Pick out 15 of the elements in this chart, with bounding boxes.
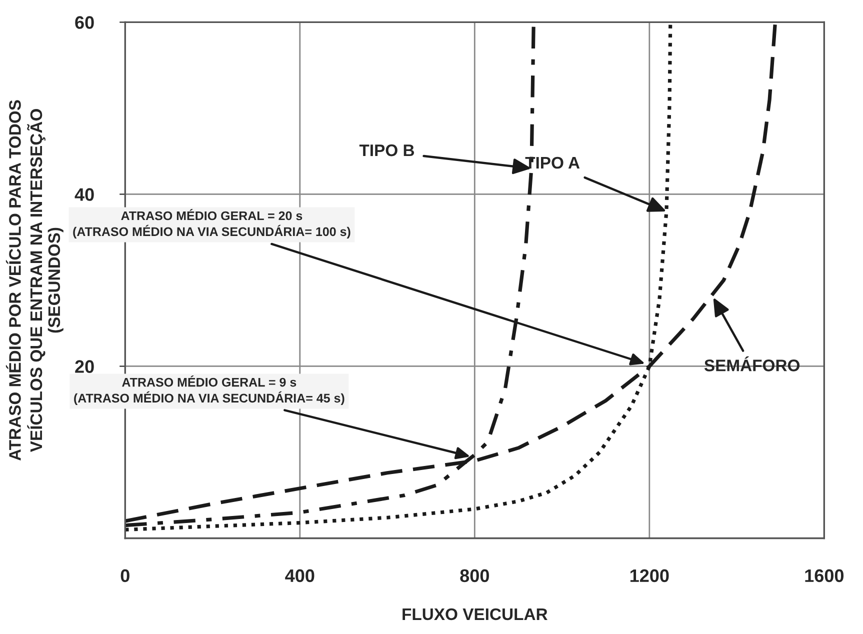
y-tick-label: 40 [74, 188, 94, 201]
x-tick-label: 800 [460, 569, 489, 582]
y-axis-title: ATRASO MÉDIO POR VEÍCULO PARA TODOS VEÍCULOS QUE ENTRAM NA INTERSEÇÃO (SEGUNDOS) [6, 100, 64, 461]
x-tick-label: 0 [120, 569, 130, 582]
x-tick-label: 1200 [630, 569, 669, 582]
annotation: SEMÁFORO [704, 356, 800, 372]
y-tick-label: 60 [75, 16, 94, 29]
x-tick-label: 1600 [805, 569, 844, 582]
annotation: TIPO B [359, 144, 414, 156]
annotation: ATRASO MÉDIO GERAL = 9 s (ATRASO MÉDIO NA VIA SECUNDÁRIA= 45 s) [74, 375, 344, 406]
annotation: TIPO A [525, 156, 580, 169]
x-axis-title: FLUXO VEICULAR [402, 608, 548, 620]
y-tick-label: 20 [75, 360, 94, 373]
annotation: ATRASO MÉDIO GERAL = 20 s (ATRASO MÉDIO NA VIA SECUNDÁRIA= 100 s) [73, 208, 350, 239]
x-tick-label: 400 [285, 569, 314, 582]
